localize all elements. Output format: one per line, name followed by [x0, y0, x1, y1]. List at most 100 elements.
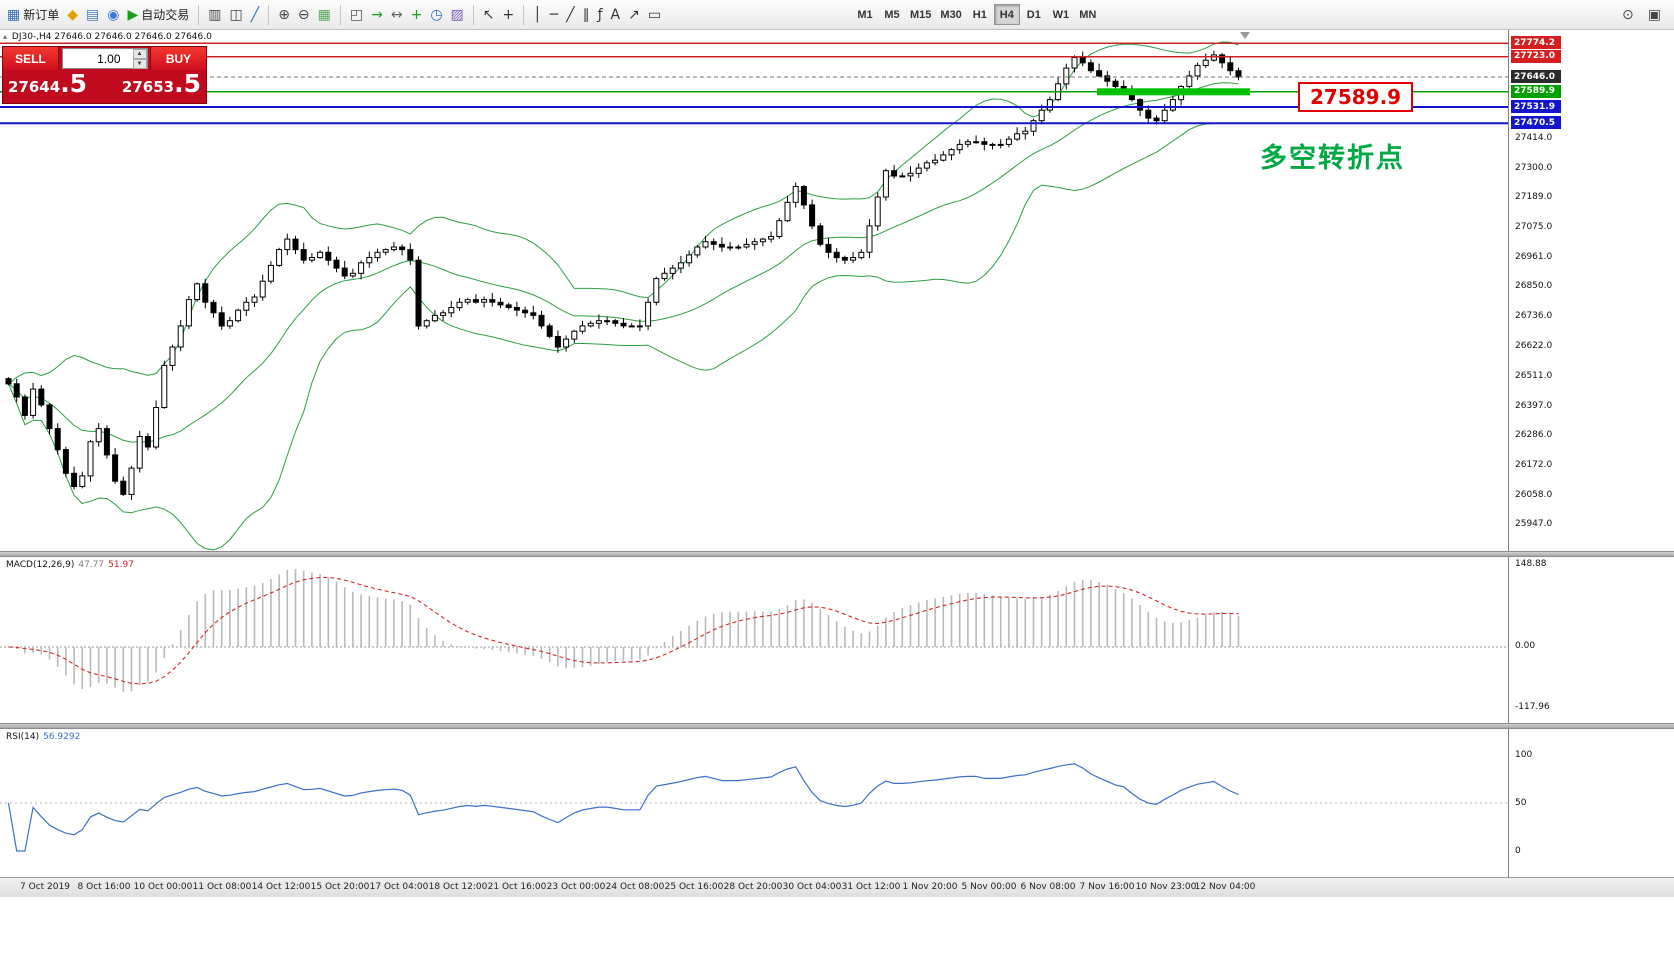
candle[interactable]	[1219, 53, 1226, 69]
tile-windows-icon[interactable]: ◰	[347, 6, 366, 24]
zoom-out-icon[interactable]: ⊖	[295, 6, 313, 24]
candle[interactable]	[1096, 63, 1103, 78]
candlestick-chart-icon[interactable]: ◫	[227, 6, 246, 24]
timeframe-m5[interactable]: M5	[884, 8, 900, 21]
candle[interactable]	[407, 243, 414, 265]
candle[interactable]	[702, 235, 709, 249]
candle[interactable]	[341, 260, 348, 280]
candle[interactable]	[874, 192, 881, 231]
candle[interactable]	[1079, 51, 1086, 67]
candle[interactable]	[932, 154, 939, 166]
candle[interactable]	[973, 135, 980, 144]
price-annotation-box[interactable]: 27589.9	[1298, 82, 1414, 112]
volume-down-icon[interactable]: ▼	[132, 58, 147, 69]
candle[interactable]	[194, 282, 201, 302]
candle[interactable]	[202, 278, 209, 309]
candle[interactable]	[136, 430, 143, 473]
candle[interactable]	[1022, 127, 1029, 140]
candle[interactable]	[333, 256, 340, 273]
candle[interactable]	[563, 335, 570, 352]
candle[interactable]	[538, 310, 545, 329]
candle[interactable]	[456, 298, 463, 311]
candle[interactable]	[325, 246, 332, 266]
candle[interactable]	[923, 160, 930, 172]
candle[interactable]	[653, 276, 660, 306]
search-icon[interactable]: ⊙	[1619, 6, 1637, 24]
candle[interactable]	[800, 184, 807, 210]
candle[interactable]	[604, 316, 611, 326]
candle[interactable]	[13, 378, 20, 403]
chart-stack-icon[interactable]: ◆	[64, 6, 81, 24]
timeframe-h4[interactable]: H4	[993, 4, 1020, 25]
price-label-resistance-1[interactable]: 27774.2	[1511, 36, 1561, 50]
candle[interactable]	[71, 466, 78, 490]
candle[interactable]	[390, 242, 397, 252]
candle[interactable]	[571, 329, 578, 343]
candle[interactable]	[251, 294, 258, 307]
auto-scroll-icon[interactable]: →	[368, 6, 386, 24]
chart-shift-marker[interactable]	[1240, 32, 1250, 39]
candle[interactable]	[276, 247, 283, 267]
candle[interactable]	[358, 260, 365, 280]
candle[interactable]	[989, 142, 996, 150]
candle[interactable]	[1235, 67, 1242, 81]
candle[interactable]	[817, 223, 824, 247]
volume-input[interactable]	[62, 50, 123, 67]
candle[interactable]	[718, 237, 725, 252]
fibonacci-icon[interactable]: ƒ	[595, 6, 606, 24]
timeframe-mn[interactable]: MN	[1079, 8, 1097, 21]
candle[interactable]	[554, 330, 561, 353]
timeframe-m1[interactable]: M1	[857, 8, 873, 21]
price-scale[interactable]: 27414.0 27300.0 27189.0 27075.0 26961.0 26850…	[1508, 30, 1674, 877]
candle[interactable]	[595, 314, 602, 329]
channel-icon[interactable]: ∥	[580, 6, 593, 24]
candle[interactable]	[38, 385, 45, 407]
arrow-tool-icon[interactable]: ↗	[625, 6, 643, 24]
candle[interactable]	[661, 267, 668, 281]
candle[interactable]	[809, 199, 816, 230]
candle[interactable]	[907, 166, 914, 182]
vertical-line-icon[interactable]: │	[530, 6, 544, 24]
candle[interactable]	[497, 297, 504, 309]
data-window-icon[interactable]: ▣	[1645, 6, 1664, 24]
candle[interactable]	[161, 360, 168, 409]
candle[interactable]	[366, 251, 373, 268]
candle[interactable]	[128, 465, 135, 500]
candle[interactable]	[759, 237, 766, 247]
candle[interactable]	[645, 298, 652, 331]
candle[interactable]	[120, 476, 127, 496]
candle[interactable]	[431, 310, 438, 323]
candle[interactable]	[628, 323, 635, 328]
candle[interactable]	[300, 242, 307, 264]
candle[interactable]	[940, 151, 947, 162]
candle[interactable]	[112, 448, 119, 484]
candle[interactable]	[677, 255, 684, 274]
candle[interactable]	[948, 148, 955, 161]
candle[interactable]	[1087, 59, 1094, 74]
candle[interactable]	[46, 403, 53, 435]
sell-button[interactable]: SELL	[3, 47, 59, 70]
candle[interactable]	[1014, 127, 1021, 141]
candle[interactable]	[1055, 77, 1062, 102]
candle[interactable]	[694, 244, 701, 258]
candle[interactable]	[95, 423, 102, 447]
candle[interactable]	[636, 319, 643, 332]
pivot-annotation-text[interactable]: 多空转折点	[1260, 143, 1405, 173]
candle[interactable]	[308, 253, 315, 263]
candle[interactable]	[21, 394, 28, 420]
candle[interactable]	[30, 382, 37, 419]
candle[interactable]	[423, 319, 430, 329]
candle[interactable]	[620, 318, 627, 329]
candle[interactable]	[1169, 95, 1176, 112]
candle[interactable]	[1046, 96, 1053, 113]
candle[interactable]	[374, 248, 381, 262]
candle[interactable]	[686, 250, 693, 267]
candle[interactable]	[284, 233, 291, 256]
candle[interactable]	[349, 268, 356, 279]
alert-icon[interactable]: ◉	[104, 6, 122, 24]
candle[interactable]	[1005, 136, 1012, 148]
candle[interactable]	[964, 139, 971, 148]
candle[interactable]	[235, 308, 242, 323]
candle[interactable]	[464, 297, 471, 305]
candle[interactable]	[185, 295, 192, 330]
